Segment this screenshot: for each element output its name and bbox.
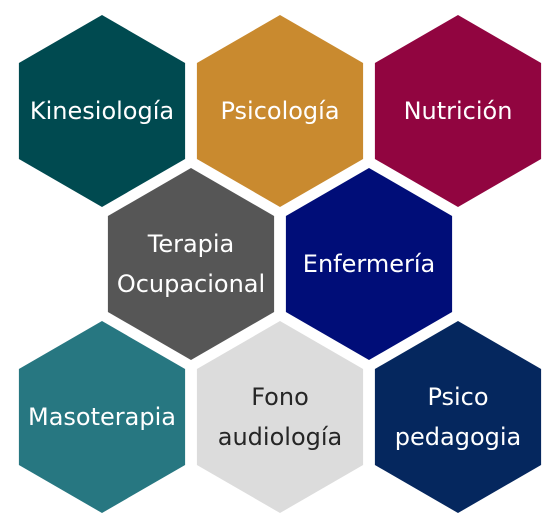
hexagon-psicologia: Psicología xyxy=(196,15,364,207)
hexagon-kinesiologia: Kinesiología xyxy=(18,15,186,207)
hexagon-label-psicologia-1: Psicología xyxy=(220,97,339,125)
hexagon-shape-enfermeria xyxy=(285,168,453,360)
hexagon-label-fonoaudiologia-1: Fono xyxy=(251,383,309,411)
hexagon-shape-masoterapia xyxy=(18,321,186,513)
hexagon-psicopedagogia: Psico pedagogia xyxy=(374,321,542,513)
hexagon-shape-terapia-ocupacional xyxy=(107,168,275,360)
hexagon-label-psicopedagogia-2: pedagogia xyxy=(395,423,521,451)
hexagon-label-kinesiologia-1: Kinesiología xyxy=(30,97,174,125)
hexagon-label-terapia-ocupacional-1: Terapia xyxy=(147,230,235,258)
hexagon-fonoaudiologia: Fono audiología xyxy=(196,321,364,513)
hexagon-shape-kinesiologia xyxy=(18,15,186,207)
hexagon-shape-fonoaudiologia xyxy=(196,321,364,513)
hexagon-shape-psicopedagogia xyxy=(374,321,542,513)
hexagon-nutricion: Nutrición xyxy=(374,15,542,207)
hexagon-shape-psicologia xyxy=(196,15,364,207)
hexagon-shape-nutricion xyxy=(374,15,542,207)
hexagon-enfermeria: Enfermería xyxy=(285,168,453,360)
hexagon-label-enfermeria-1: Enfermería xyxy=(303,250,435,278)
hexagon-label-psicopedagogia-1: Psico xyxy=(427,383,488,411)
hexagon-masoterapia: Masoterapia xyxy=(18,321,186,513)
hexagon-label-terapia-ocupacional-2: Ocupacional xyxy=(117,270,265,298)
hexagon-label-masoterapia-1: Masoterapia xyxy=(28,403,176,431)
hexagon-label-fonoaudiologia-2: audiología xyxy=(218,423,342,451)
hexagon-terapia-ocupacional: Terapia Ocupacional xyxy=(107,168,275,360)
hexagon-label-nutricion-1: Nutrición xyxy=(404,97,513,125)
